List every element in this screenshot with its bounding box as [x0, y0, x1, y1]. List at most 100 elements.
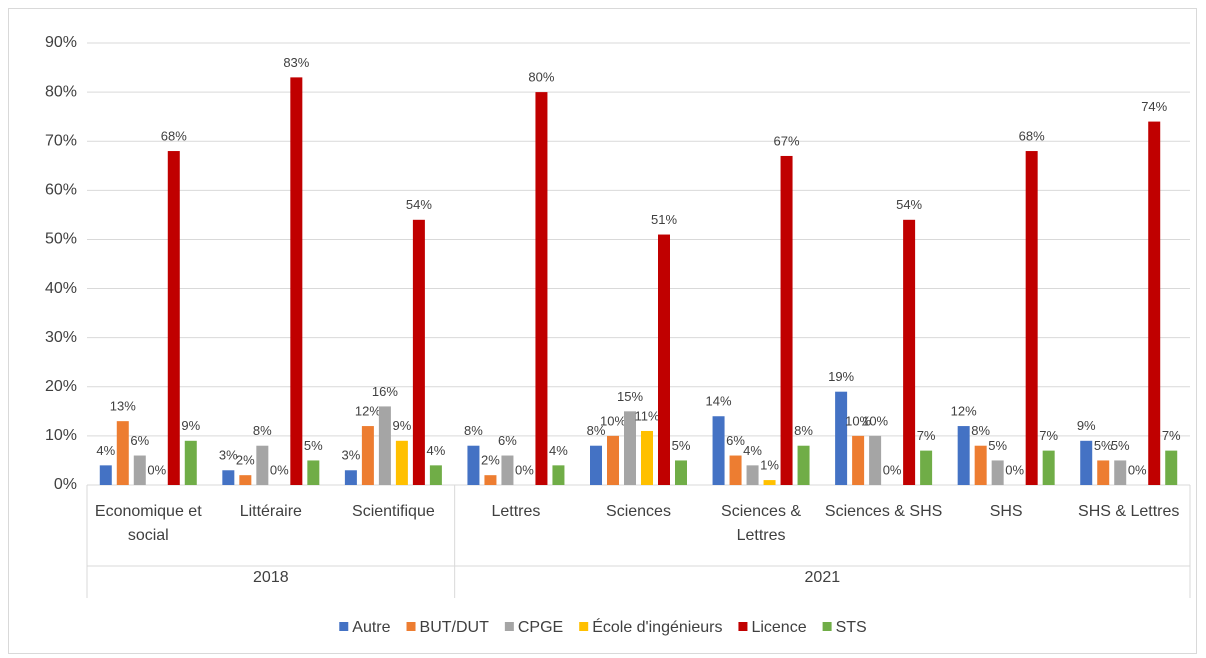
bar: [607, 435, 619, 485]
data-label: 7%: [1039, 428, 1058, 443]
data-label: 68%: [161, 128, 187, 143]
bar: [624, 411, 636, 485]
bar: [1165, 450, 1178, 485]
data-label: 3%: [341, 448, 360, 463]
bar: [256, 445, 269, 485]
y-tick-label: 70%: [45, 132, 77, 149]
x-tick-label: Economique et social: [94, 503, 202, 544]
bar: [99, 465, 112, 485]
x-tick-label: Lettres: [491, 503, 541, 520]
data-label: 51%: [651, 212, 677, 227]
bar: [1042, 450, 1055, 485]
data-label: 14%: [706, 394, 732, 409]
bar: [920, 450, 933, 485]
data-label: 68%: [1019, 128, 1045, 143]
data-label: 15%: [617, 389, 643, 404]
bar: [869, 435, 882, 485]
bar: [852, 435, 865, 485]
data-label: 7%: [917, 428, 936, 443]
bar: [974, 445, 987, 485]
data-label: 13%: [110, 399, 136, 414]
data-label: 0%: [1005, 462, 1024, 477]
bar: [429, 465, 442, 485]
bar: [222, 470, 235, 485]
data-label: 7%: [1162, 428, 1181, 443]
legend-swatch: [339, 622, 349, 631]
data-label: 67%: [774, 133, 800, 148]
y-tick-label: 80%: [45, 83, 77, 100]
y-tick-label: 20%: [45, 378, 77, 395]
bar: [535, 92, 548, 485]
data-label: 54%: [896, 197, 922, 212]
data-label: 5%: [1111, 438, 1130, 453]
group-label: 2021: [804, 569, 841, 586]
bar: [712, 416, 725, 485]
y-tick-label: 10%: [45, 427, 77, 444]
data-label: 4%: [426, 443, 445, 458]
data-label: 12%: [355, 404, 381, 419]
bar: [1097, 460, 1110, 485]
bar: [675, 460, 687, 485]
chart-border: [8, 8, 1197, 654]
bar: [344, 470, 357, 485]
bar: [552, 465, 565, 485]
data-label: 8%: [794, 423, 813, 438]
data-label: 5%: [1094, 438, 1113, 453]
legend-label: Autre: [352, 619, 390, 636]
data-label: 6%: [130, 433, 149, 448]
bar: [991, 460, 1004, 485]
legend-swatch: [822, 622, 832, 631]
data-label: 10%: [600, 413, 626, 428]
data-label: 4%: [549, 443, 568, 458]
data-label: 6%: [498, 433, 517, 448]
data-label: 5%: [672, 438, 691, 453]
legend-label: Licence: [751, 619, 806, 636]
bar: [746, 465, 759, 485]
bar: [780, 155, 793, 485]
bar: [395, 440, 408, 485]
bar: [1148, 121, 1161, 486]
data-label: 11%: [634, 408, 659, 423]
x-tick-label: SHS: [989, 503, 1023, 520]
data-label: 5%: [988, 438, 1007, 453]
bar: [501, 455, 514, 485]
data-label: 9%: [392, 418, 411, 433]
bar: [116, 421, 129, 485]
data-label: 10%: [845, 413, 871, 428]
y-tick-label: 60%: [45, 182, 77, 199]
data-label: 8%: [971, 423, 990, 438]
data-label: 3%: [219, 448, 238, 463]
data-label: 2%: [236, 453, 255, 468]
data-label: 10%: [862, 413, 888, 428]
bar: [378, 406, 391, 485]
data-label: 9%: [181, 418, 200, 433]
data-label: 83%: [283, 55, 309, 70]
data-label: 8%: [464, 423, 483, 438]
data-label: 0%: [147, 462, 166, 477]
bar: [412, 219, 425, 486]
y-tick-label: 50%: [45, 231, 77, 248]
bar: [307, 460, 320, 485]
x-tick-label: SHS & Lettres: [1078, 503, 1180, 520]
bar: [641, 430, 653, 485]
legend-label: École d'ingénieurs: [592, 617, 722, 636]
y-tick-label: 30%: [45, 329, 77, 346]
data-label: 54%: [406, 197, 432, 212]
bar: [797, 445, 810, 485]
legend-label: STS: [836, 619, 867, 636]
data-label: 0%: [883, 462, 902, 477]
bar: [1025, 151, 1038, 486]
legend-swatch: [504, 622, 514, 631]
bar: [133, 455, 146, 485]
data-label: 2%: [481, 453, 500, 468]
legend-label: CPGE: [518, 619, 563, 636]
data-label: 1%: [760, 458, 779, 473]
bar: [590, 445, 602, 485]
bar: [184, 440, 197, 485]
bar: [957, 426, 970, 485]
bar: [290, 77, 303, 485]
y-tick-label: 90%: [45, 34, 77, 51]
x-tick-label: Sciences & Lettres: [721, 503, 802, 544]
data-label: 5%: [304, 438, 323, 453]
